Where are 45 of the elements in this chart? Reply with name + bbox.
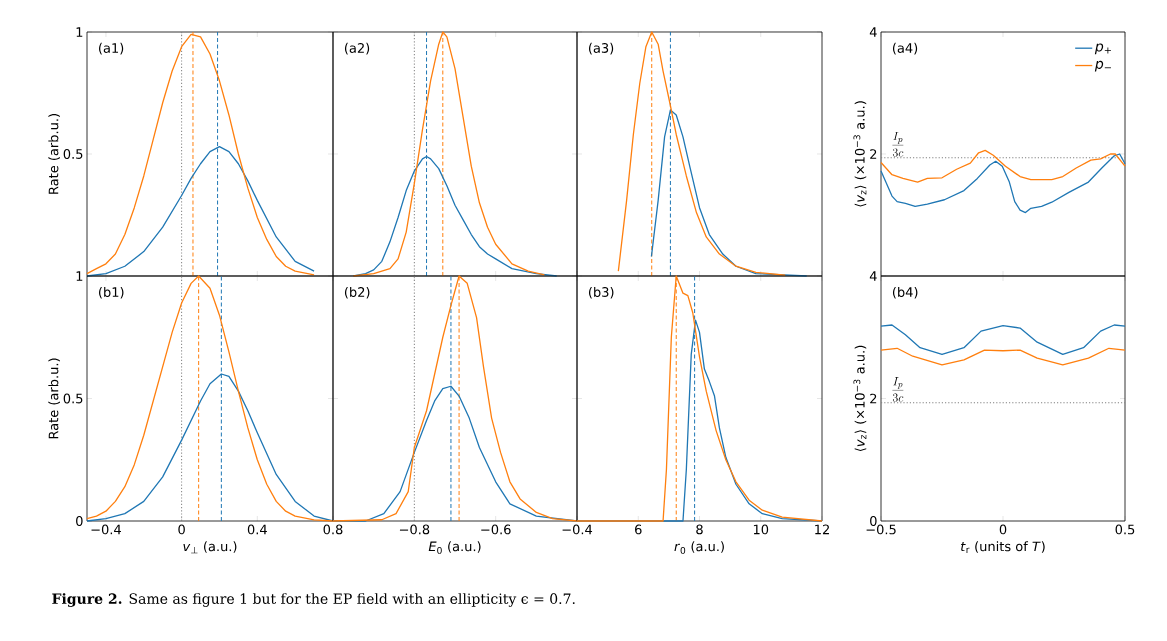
x-tick-label: 6: [635, 524, 642, 535]
text: (a4): [892, 42, 918, 55]
x-tick-label: 12: [815, 524, 829, 535]
y-axis-title: ⟨v$_{z}$⟩ (×10$^{−3}$ a.u.): [853, 101, 867, 207]
x-axis-title: E$_{0}$ (a.u.): [428, 541, 481, 554]
ref-line-label: $\frac{I_p}{3c}$: [892, 377, 904, 402]
y-tick-label: 1: [76, 27, 83, 37]
text: Figure 2. Same as figure 1 but for the EP field with an ellipticity ϵ = 0.7.: [52, 593, 575, 607]
text: (b3): [589, 286, 614, 299]
x-tick-label: −0.4: [562, 524, 593, 535]
y-tick-label: 2: [870, 149, 877, 159]
x-axis-title: r$_{0}$ (a.u.): [674, 541, 724, 554]
text: (a3): [589, 42, 614, 55]
text: (a1): [99, 42, 124, 55]
x-tick-label: 10: [753, 524, 769, 535]
x-tick-label: −0.4: [91, 524, 121, 535]
x-tick-label: 8: [696, 524, 703, 535]
x-tick-label: −0.8: [399, 524, 430, 535]
y-tick-label: 0.5: [63, 393, 83, 404]
x-tick-label: 0.5: [1115, 524, 1135, 535]
legend-label: p$_{−}$: [1094, 60, 1111, 72]
legend-label: p$_{+}$: [1094, 43, 1111, 55]
text: (a2): [344, 42, 370, 55]
text: (b4): [892, 286, 918, 299]
y-tick-label: 4: [869, 271, 877, 281]
x-tick-label: −0.6: [481, 524, 511, 535]
y-axis-title: Rate (arb.u.): [48, 114, 60, 194]
y-tick-label: 0: [870, 516, 877, 526]
y-axis-title: Rate (arb.u.): [48, 358, 60, 439]
y-tick-label: 2: [870, 393, 877, 404]
y-axis-title: ⟨v$_{z}$⟩ (×10$^{−3}$ a.u.): [853, 345, 867, 452]
x-tick-label: −0.5: [866, 524, 896, 535]
y-tick-label: 0: [76, 516, 83, 526]
y-tick-label: 0.5: [63, 149, 83, 159]
x-axis-title: t$_{r}$ (units of T): [961, 541, 1045, 553]
ref-line-label: $\frac{I_p}{3c}$: [892, 131, 904, 157]
x-tick-label: 0.8: [323, 524, 343, 535]
x-tick-label: 0: [178, 524, 185, 535]
y-tick-label: 1: [76, 271, 83, 281]
y-tick-label: 4: [869, 27, 877, 37]
x-tick-label: 0.4: [247, 524, 267, 535]
text: (b2): [344, 286, 370, 299]
text: (b1): [99, 286, 124, 299]
x-tick-label: 0: [999, 524, 1007, 535]
x-axis-title: v$_{⊥}$ (a.u.): [183, 541, 237, 554]
